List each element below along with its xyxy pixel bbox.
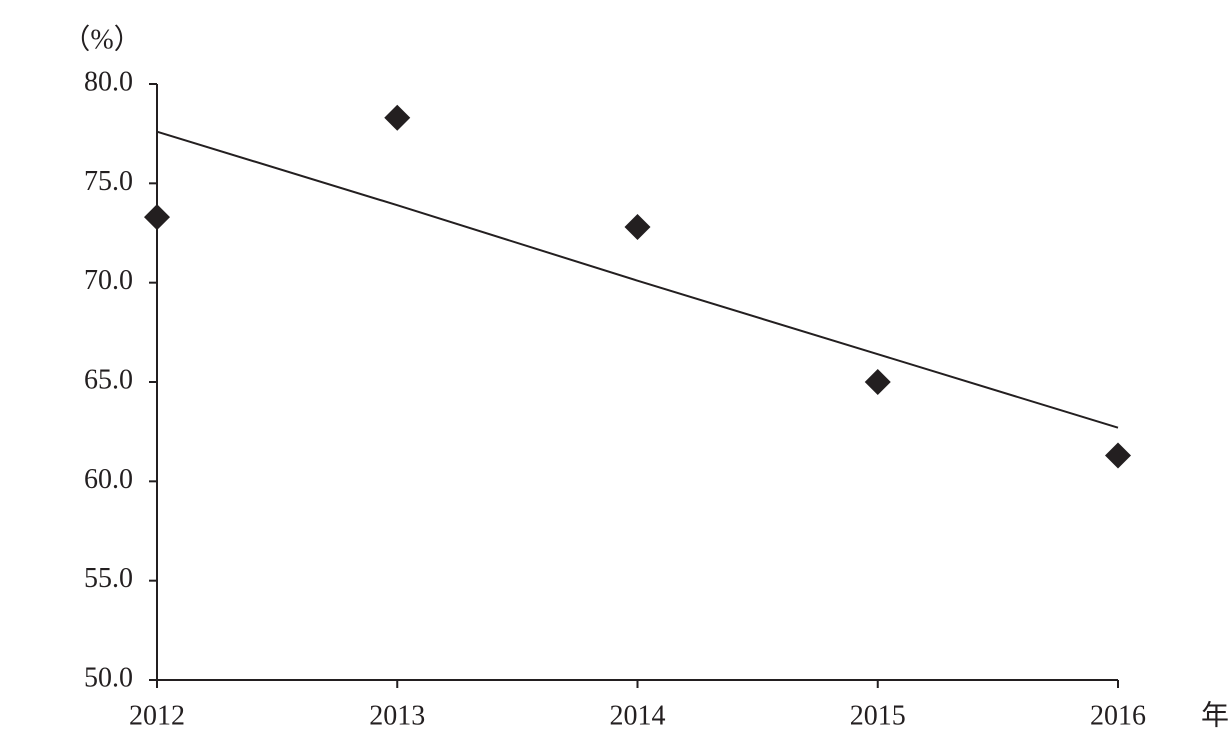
y-axis-label: （%） [62, 23, 141, 55]
x-tick-label: 2012 [129, 700, 185, 731]
y-tick-label: 55.0 [84, 563, 133, 594]
data-point [144, 204, 170, 231]
x-tick-label: 2016 [1090, 700, 1146, 731]
y-tick-label: 75.0 [84, 166, 133, 197]
x-tick-label: 2015 [850, 700, 906, 731]
x-tick-label: 2014 [610, 700, 666, 731]
data-point [1105, 442, 1131, 469]
data-point [384, 104, 411, 131]
y-tick-label: 70.0 [84, 265, 133, 296]
y-tick-label: 60.0 [84, 464, 133, 495]
data-point [864, 369, 891, 395]
x-axis-label: 年 [1201, 699, 1229, 731]
trend-line [156, 130, 1119, 429]
y-tick-label: 50.0 [84, 662, 133, 693]
y-tick-label: 80.0 [84, 66, 133, 97]
x-tick-label: 2013 [369, 700, 425, 731]
data-point [624, 214, 651, 241]
y-tick-label: 65.0 [84, 364, 133, 395]
